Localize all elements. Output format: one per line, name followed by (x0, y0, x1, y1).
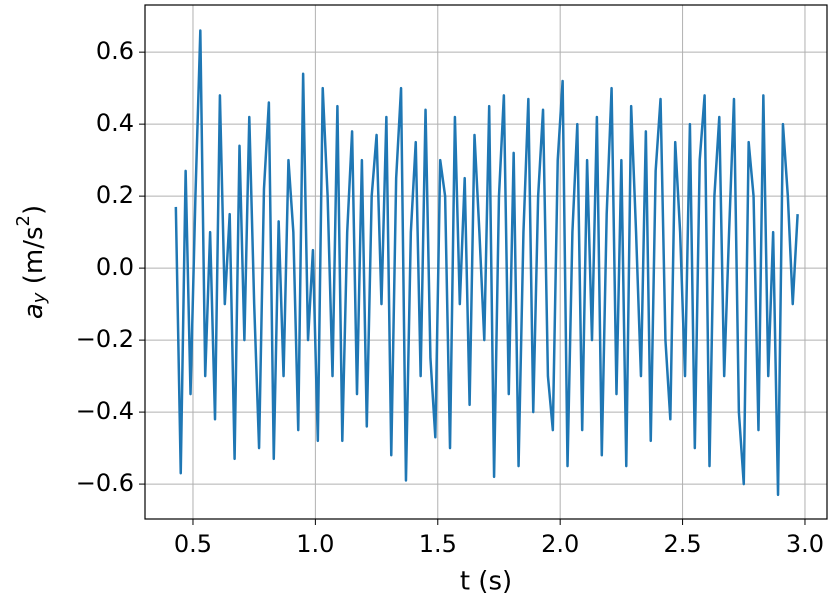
y-tick-label: −0.4 (76, 397, 134, 425)
y-tick-label: −0.2 (76, 325, 134, 353)
y-label-part: (m/s (19, 226, 49, 292)
x-tick-label: 2.5 (663, 530, 701, 558)
x-tick-label: 1.5 (419, 530, 457, 558)
y-label-part: y (29, 292, 50, 304)
x-tick-label: 3.0 (786, 530, 824, 558)
y-label-part: ) (19, 205, 49, 215)
data-line (174, 29, 799, 497)
y-tick-label: 0.4 (96, 109, 134, 137)
x-tick-label: 2.0 (541, 530, 579, 558)
y-tick-label: 0.6 (96, 37, 134, 65)
y-tick-label: 0.2 (96, 181, 134, 209)
y-label-part: 2 (13, 215, 34, 226)
x-axis-label: t (s) (460, 567, 512, 597)
plot-frame (144, 4, 828, 520)
y-label-part: a (19, 303, 49, 319)
y-tick-label: −0.6 (76, 469, 134, 497)
y-axis-label: ay (m/s2) (13, 205, 50, 319)
x-tick-label: 1.0 (296, 530, 334, 558)
y-tick-label: 0.0 (96, 253, 134, 281)
x-tick-label: 0.5 (174, 530, 212, 558)
